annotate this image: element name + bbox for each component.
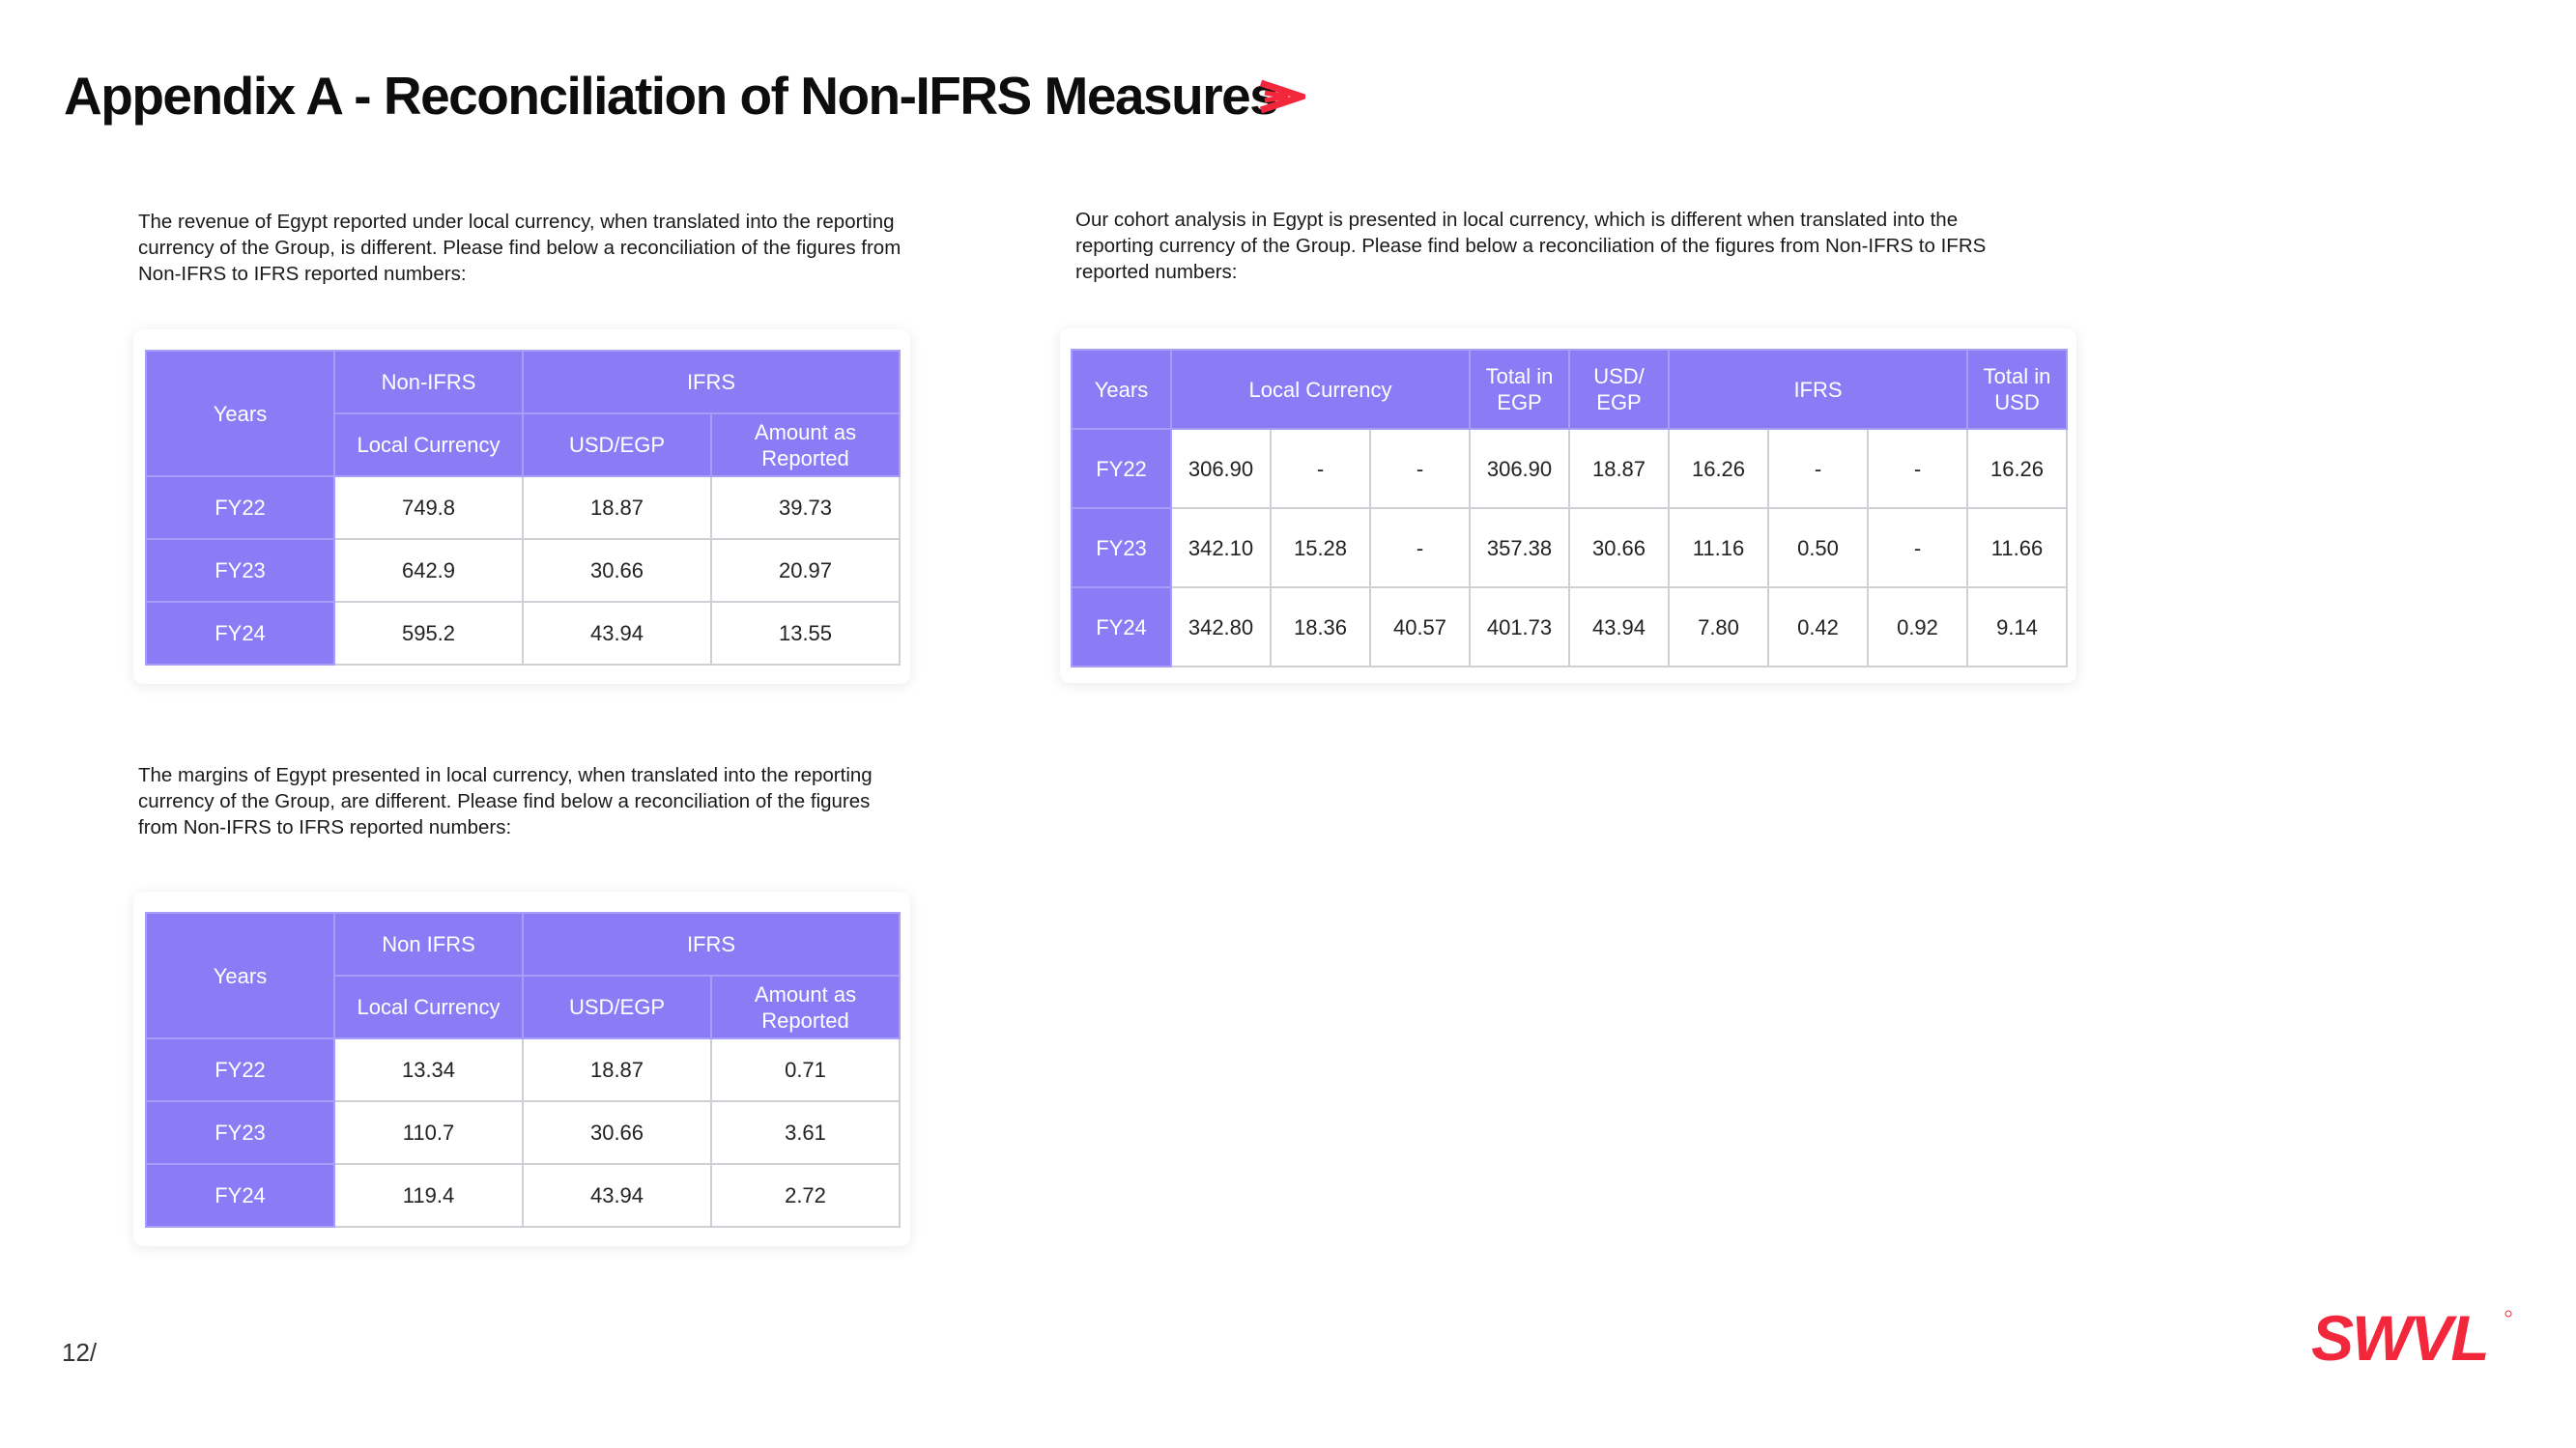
- row-year: FY22: [145, 1037, 335, 1102]
- cell-value: 16.26: [1668, 428, 1769, 509]
- table-row: FY23 642.9 30.66 20.97: [145, 538, 901, 603]
- cell-usd-egp: 30.66: [522, 1100, 712, 1165]
- table-subheader-row: Local Currency USD/EGP Amount as Reporte…: [146, 975, 901, 1039]
- cell-value: 11.16: [1668, 507, 1769, 588]
- cell-value: 0.50: [1767, 507, 1869, 588]
- cell-value: -: [1369, 507, 1471, 588]
- cell-value: 7.80: [1668, 586, 1769, 667]
- revenue-description: The revenue of Egypt reported under loca…: [138, 211, 902, 285]
- cell-value: -: [1369, 428, 1471, 509]
- page-title: Appendix A - Reconciliation of Non-IFRS …: [64, 66, 1279, 126]
- cell-value: -: [1867, 507, 1968, 588]
- cell-amount-reported: 2.72: [710, 1163, 901, 1228]
- cell-value: 357.38: [1469, 507, 1570, 588]
- table-row: FY22 13.34 18.87 0.71: [145, 1037, 901, 1102]
- header-total-usd: Total in USD: [1966, 349, 2068, 430]
- cell-local-currency: 642.9: [333, 538, 524, 603]
- header-years: Years: [145, 912, 335, 1039]
- logo-text: SWVL: [2311, 1306, 2488, 1366]
- header-local-currency: Local Currency: [333, 412, 524, 477]
- table-header-row: Years Non IFRS IFRS: [145, 912, 901, 1039]
- cell-value: 18.87: [1568, 428, 1670, 509]
- cell-value: 401.73: [1469, 586, 1570, 667]
- cell-amount-reported: 0.71: [710, 1037, 901, 1102]
- cell-value: 16.26: [1966, 428, 2068, 509]
- cell-local-currency: 119.4: [333, 1163, 524, 1228]
- header-amount-reported: Amount as Reported: [710, 412, 901, 477]
- cell-value: 306.90: [1170, 428, 1272, 509]
- cell-value: 40.57: [1369, 586, 1471, 667]
- cell-usd-egp: 30.66: [522, 538, 712, 603]
- cell-value: 43.94: [1568, 586, 1670, 667]
- page-number-slash: /: [89, 1338, 98, 1367]
- row-year: FY22: [1071, 428, 1172, 509]
- row-year: FY24: [1071, 586, 1172, 667]
- revenue-reconciliation-table: Years Non-IFRS IFRS Local Currency USD/E…: [145, 350, 901, 666]
- table-row: FY24 342.80 18.36 40.57 401.73 43.94 7.8…: [1071, 586, 2068, 667]
- cell-amount-reported: 13.55: [710, 601, 901, 666]
- row-year: FY23: [145, 538, 335, 603]
- double-chevron-right-icon: [1259, 79, 1305, 114]
- cell-amount-reported: 3.61: [710, 1100, 901, 1165]
- header-amount-reported: Amount as Reported: [710, 975, 901, 1039]
- cell-value: 0.42: [1767, 586, 1869, 667]
- table-header-row: Years Local Currency Total in EGP USD/ E…: [1071, 349, 2068, 430]
- header-local-currency: Local Currency: [1170, 349, 1471, 430]
- margins-description: The margins of Egypt presented in local …: [138, 764, 873, 838]
- cell-local-currency: 110.7: [333, 1100, 524, 1165]
- cell-value: 342.10: [1170, 507, 1272, 588]
- cell-usd-egp: 18.87: [522, 475, 712, 540]
- cell-amount-reported: 39.73: [710, 475, 901, 540]
- row-year: FY22: [145, 475, 335, 540]
- margins-reconciliation-table: Years Non IFRS IFRS Local Currency USD/E…: [145, 912, 901, 1228]
- table-row: FY24 119.4 43.94 2.72: [145, 1163, 901, 1228]
- table-row: FY24 595.2 43.94 13.55: [145, 601, 901, 666]
- cell-value: 9.14: [1966, 586, 2068, 667]
- header-years: Years: [1071, 349, 1172, 430]
- cell-usd-egp: 18.87: [522, 1037, 712, 1102]
- table-subheader-row: Local Currency USD/EGP Amount as Reporte…: [146, 412, 901, 477]
- cell-usd-egp: 43.94: [522, 1163, 712, 1228]
- cell-value: 15.28: [1270, 507, 1371, 588]
- cell-local-currency: 595.2: [333, 601, 524, 666]
- header-usd-egp: USD/EGP: [522, 975, 712, 1039]
- row-year: FY23: [1071, 507, 1172, 588]
- header-ifrs: IFRS: [522, 912, 901, 977]
- cell-local-currency: 13.34: [333, 1037, 524, 1102]
- header-total-egp: Total in EGP: [1469, 349, 1570, 430]
- header-ifrs: IFRS: [522, 350, 901, 414]
- cell-value: 342.80: [1170, 586, 1272, 667]
- cell-value: -: [1270, 428, 1371, 509]
- cell-local-currency: 749.8: [333, 475, 524, 540]
- header-non-ifrs: Non-IFRS: [333, 350, 524, 414]
- row-year: FY24: [145, 1163, 335, 1228]
- cell-value: -: [1867, 428, 1968, 509]
- header-usd-egp: USD/ EGP: [1568, 349, 1670, 430]
- cohort-description: Our cohort analysis in Egypt is presente…: [1075, 209, 1987, 283]
- swvl-logo: SWVL: [2311, 1306, 2512, 1366]
- cell-value: 18.36: [1270, 586, 1371, 667]
- header-usd-egp: USD/EGP: [522, 412, 712, 477]
- page-number: 12/: [62, 1338, 97, 1368]
- cell-usd-egp: 43.94: [522, 601, 712, 666]
- table-header-row: Years Non-IFRS IFRS: [145, 350, 901, 477]
- header-years: Years: [145, 350, 335, 477]
- table-row: FY22 749.8 18.87 39.73: [145, 475, 901, 540]
- cell-value: 306.90: [1469, 428, 1570, 509]
- cohort-reconciliation-table: Years Local Currency Total in EGP USD/ E…: [1071, 349, 2068, 667]
- cell-value: 30.66: [1568, 507, 1670, 588]
- cell-value: -: [1767, 428, 1869, 509]
- table-row: FY23 342.10 15.28 - 357.38 30.66 11.16 0…: [1071, 507, 2068, 588]
- table-row: FY22 306.90 - - 306.90 18.87 16.26 - - 1…: [1071, 428, 2068, 509]
- page-number-value: 12: [62, 1338, 90, 1367]
- header-ifrs: IFRS: [1668, 349, 1968, 430]
- header-non-ifrs: Non IFRS: [333, 912, 524, 977]
- row-year: FY24: [145, 601, 335, 666]
- cell-value: 11.66: [1966, 507, 2068, 588]
- row-year: FY23: [145, 1100, 335, 1165]
- table-row: FY23 110.7 30.66 3.61: [145, 1100, 901, 1165]
- header-local-currency: Local Currency: [333, 975, 524, 1039]
- cell-value: 0.92: [1867, 586, 1968, 667]
- cell-amount-reported: 20.97: [710, 538, 901, 603]
